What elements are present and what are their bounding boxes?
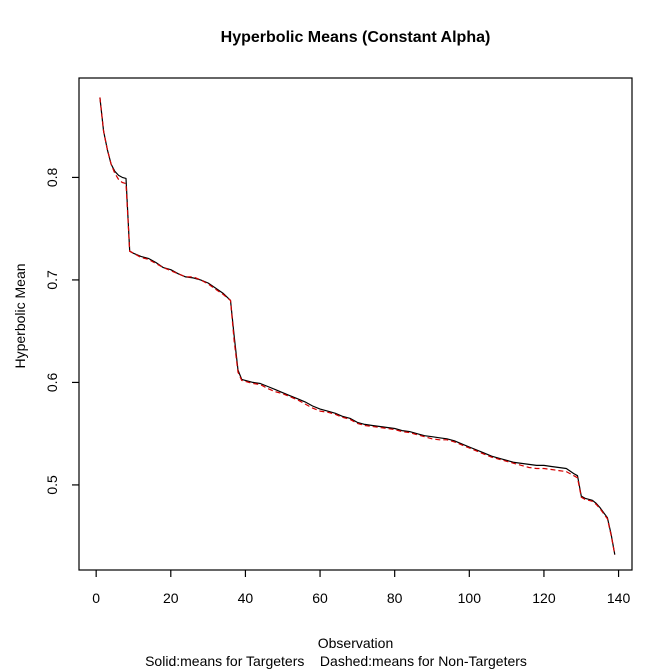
x-tick-label: 0 [92, 590, 100, 606]
y-tick-label: 0.7 [44, 270, 60, 290]
x-tick-label: 40 [238, 590, 254, 606]
x-tick-label: 20 [163, 590, 179, 606]
y-tick-label: 0.8 [44, 167, 60, 187]
figure-caption: Solid:means for Targeters Dashed:means f… [145, 653, 527, 669]
chart-title: Hyperbolic Means (Constant Alpha) [220, 29, 491, 46]
targeters-line [99, 97, 616, 555]
non-targeters-line [99, 97, 616, 555]
x-tick-label: 140 [607, 590, 631, 606]
x-tick-label: 60 [312, 590, 328, 606]
plot-box [78, 77, 633, 571]
y-tick-label: 0.6 [44, 372, 60, 392]
x-tick-label: 80 [387, 590, 403, 606]
x-tick-label: 100 [458, 590, 482, 606]
x-tick-label: 120 [532, 590, 556, 606]
x-axis-title: Observation [317, 635, 394, 651]
y-tick-label: 0.5 [44, 475, 60, 495]
